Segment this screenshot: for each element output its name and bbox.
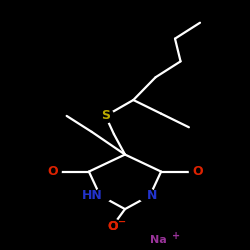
Text: O: O	[192, 165, 203, 178]
Text: S: S	[101, 110, 110, 122]
Circle shape	[94, 189, 111, 202]
Text: −: −	[118, 216, 126, 226]
Circle shape	[44, 165, 61, 178]
Text: O: O	[48, 165, 58, 178]
Circle shape	[104, 219, 121, 233]
Circle shape	[139, 189, 156, 202]
Text: Na: Na	[150, 235, 167, 245]
Text: O: O	[107, 220, 118, 233]
Circle shape	[190, 165, 206, 178]
Text: O: O	[107, 220, 118, 233]
Text: N: N	[147, 189, 158, 202]
Circle shape	[104, 219, 121, 233]
Circle shape	[97, 109, 114, 123]
Text: HN: HN	[82, 189, 103, 202]
Text: +: +	[172, 231, 180, 241]
